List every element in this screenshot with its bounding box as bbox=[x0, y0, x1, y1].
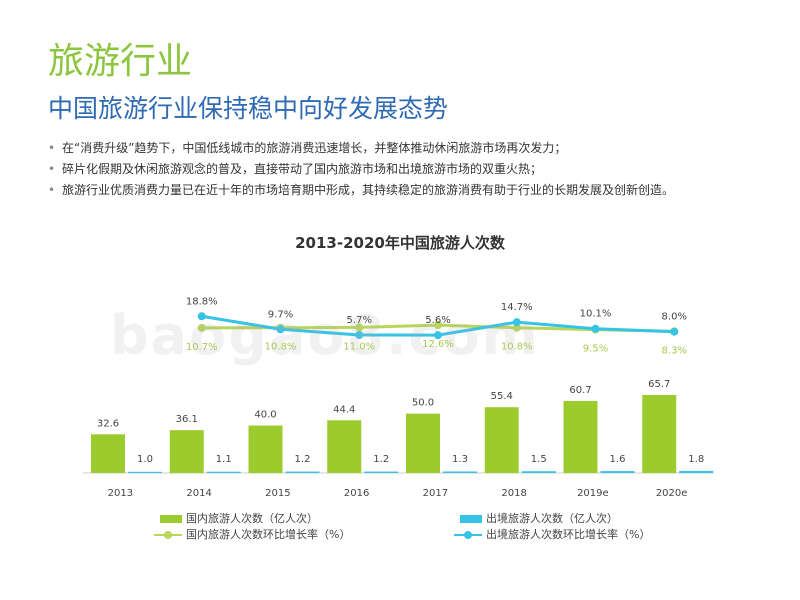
bar-outbound bbox=[443, 471, 477, 473]
domestic-growth-point bbox=[434, 321, 442, 330]
bar-domestic bbox=[563, 400, 598, 473]
legend-label: 出境旅游人次数环比增长率（%） bbox=[486, 528, 651, 541]
bar-domestic bbox=[91, 434, 125, 473]
x-tick-label: 2017 bbox=[423, 488, 448, 499]
bullet-text: 旅游行业优质消费力量已在近十年的市场培育期中形成，其持续稳定的旅游消费有助于行业… bbox=[62, 183, 675, 197]
bullet-list: • 在“消费升级”趋势下，中国低线城市的旅游消费迅速增长，并整体推动休闲旅游市场再… bbox=[48, 138, 674, 201]
domestic-growth-label: 10.8% bbox=[501, 342, 533, 353]
x-tick-label: 2015 bbox=[265, 488, 290, 499]
bar-outbound bbox=[206, 471, 241, 473]
legend-swatch-outbound-growth bbox=[454, 530, 482, 540]
domestic-growth-label: 10.7% bbox=[186, 342, 218, 353]
domestic-growth-label: 10.8% bbox=[265, 342, 297, 353]
x-tick-label: 2018 bbox=[501, 488, 526, 499]
x-tick-label: 2013 bbox=[108, 488, 133, 499]
bar-label-outbound: 1.1 bbox=[216, 454, 232, 465]
outbound-growth-label: 9.7% bbox=[268, 309, 293, 320]
bar-label-domestic: 50.0 bbox=[412, 398, 434, 409]
outbound-growth-label: 14.7% bbox=[501, 302, 533, 313]
section-title: 旅游行业 bbox=[48, 41, 193, 82]
bar-label-domestic: 40.0 bbox=[254, 410, 276, 421]
bullet-item: • 旅游行业优质消费力量已在近十年的市场培育期中形成，其持续稳定的旅游消费有助于行… bbox=[48, 180, 674, 201]
bullet-marker: • bbox=[48, 162, 56, 176]
outbound-growth-label: 8.0% bbox=[662, 312, 687, 323]
outbound-growth-point bbox=[197, 312, 206, 321]
legend-swatch-outbound bbox=[460, 515, 482, 523]
legend-label: 出境旅游人次数（亿人次） bbox=[486, 512, 618, 525]
page-subtitle: 中国旅游行业保持稳中向好发展态势 bbox=[48, 94, 449, 123]
legend-label: 国内旅游人次数环比增长率（%） bbox=[186, 528, 351, 541]
bar-domestic bbox=[327, 420, 362, 473]
bar-label-outbound: 1.2 bbox=[373, 454, 389, 465]
legend-swatch-domestic bbox=[160, 515, 182, 523]
domestic-growth-point bbox=[197, 323, 206, 332]
legend-item-domestic-growth: 国内旅游人次数环比增长率（%） bbox=[154, 526, 350, 542]
domestic-growth-label: 8.3% bbox=[662, 345, 687, 356]
bar-domestic bbox=[406, 413, 440, 473]
bar-domestic bbox=[169, 430, 204, 473]
legend-item-outbound: 出境旅游人次数（亿人次） bbox=[460, 510, 618, 526]
outbound-growth-label: 5.7% bbox=[347, 315, 372, 326]
domestic-growth-label: 12.6% bbox=[422, 339, 454, 350]
bar-label-outbound: 1.0 bbox=[137, 454, 153, 465]
bar-label-domestic: 55.4 bbox=[491, 391, 513, 402]
domestic-growth-point bbox=[355, 323, 364, 332]
bar-label-domestic: 32.6 bbox=[97, 418, 119, 429]
legend-item-domestic: 国内旅游人次数（亿人次） bbox=[160, 510, 318, 526]
legend-item-outbound-growth: 出境旅游人次数环比增长率（%） bbox=[454, 526, 650, 542]
bar-label-outbound: 1.2 bbox=[295, 454, 311, 465]
bullet-text: 在“消费升级”趋势下，中国低线城市的旅游消费迅速增长，并整体推动休闲旅游市场再次… bbox=[62, 141, 567, 155]
bar-label-outbound: 1.8 bbox=[688, 454, 704, 465]
bullet-text: 碎片化假期及休闲旅游观念的普及，直接带动了国内旅游市场和出境旅游市场的双重火热； bbox=[62, 162, 543, 176]
domestic-growth-label: 9.5% bbox=[583, 344, 608, 355]
x-tick-label: 2014 bbox=[186, 488, 211, 499]
bar-label-domestic: 44.4 bbox=[333, 404, 355, 415]
bar-label-outbound: 1.5 bbox=[531, 454, 547, 465]
outbound-growth-point bbox=[670, 327, 679, 336]
outbound-growth-point bbox=[355, 331, 364, 339]
bar-outbound bbox=[600, 471, 635, 473]
bar-domestic bbox=[484, 407, 519, 473]
outbound-growth-point bbox=[434, 331, 442, 340]
x-tick-label: 2019e bbox=[577, 488, 609, 499]
domestic-growth-label: 11.0% bbox=[343, 341, 375, 352]
outbound-growth-point bbox=[276, 325, 285, 334]
outbound-growth-label: 10.1% bbox=[580, 309, 612, 320]
bar-label-outbound: 1.3 bbox=[452, 454, 468, 465]
bar-outbound bbox=[285, 471, 320, 473]
legend-swatch-domestic-growth bbox=[154, 530, 182, 540]
bar-domestic bbox=[248, 425, 283, 473]
bar-label-domestic: 65.7 bbox=[648, 379, 670, 390]
bar-outbound bbox=[679, 470, 714, 473]
bar-label-domestic: 60.7 bbox=[569, 385, 591, 396]
domestic-growth-point bbox=[512, 323, 521, 332]
outbound-growth-point bbox=[591, 324, 600, 333]
bar-outbound bbox=[364, 471, 399, 473]
bar-outbound bbox=[128, 471, 162, 473]
chart-title: 2013-2020年中国旅游人次数 bbox=[295, 234, 505, 252]
bullet-marker: • bbox=[48, 141, 56, 155]
x-tick-label: 2016 bbox=[344, 488, 369, 499]
x-tick-label: 2020e bbox=[656, 488, 688, 499]
outbound-growth-point bbox=[512, 318, 521, 327]
bar-domestic bbox=[642, 395, 677, 473]
bar-label-domestic: 36.1 bbox=[176, 414, 198, 425]
outbound-growth-label: 5.6% bbox=[425, 315, 450, 326]
bar-outbound bbox=[521, 471, 556, 473]
bullet-marker: • bbox=[48, 183, 56, 197]
legend-label: 国内旅游人次数（亿人次） bbox=[186, 512, 318, 525]
bullet-item: • 碎片化假期及休闲旅游观念的普及，直接带动了国内旅游市场和出境旅游市场的双重火热… bbox=[48, 159, 674, 180]
bar-label-outbound: 1.6 bbox=[610, 454, 626, 465]
outbound-growth-label: 18.8% bbox=[186, 296, 218, 307]
bullet-item: • 在“消费升级”趋势下，中国低线城市的旅游消费迅速增长，并整体推动休闲旅游市场再… bbox=[48, 138, 674, 159]
